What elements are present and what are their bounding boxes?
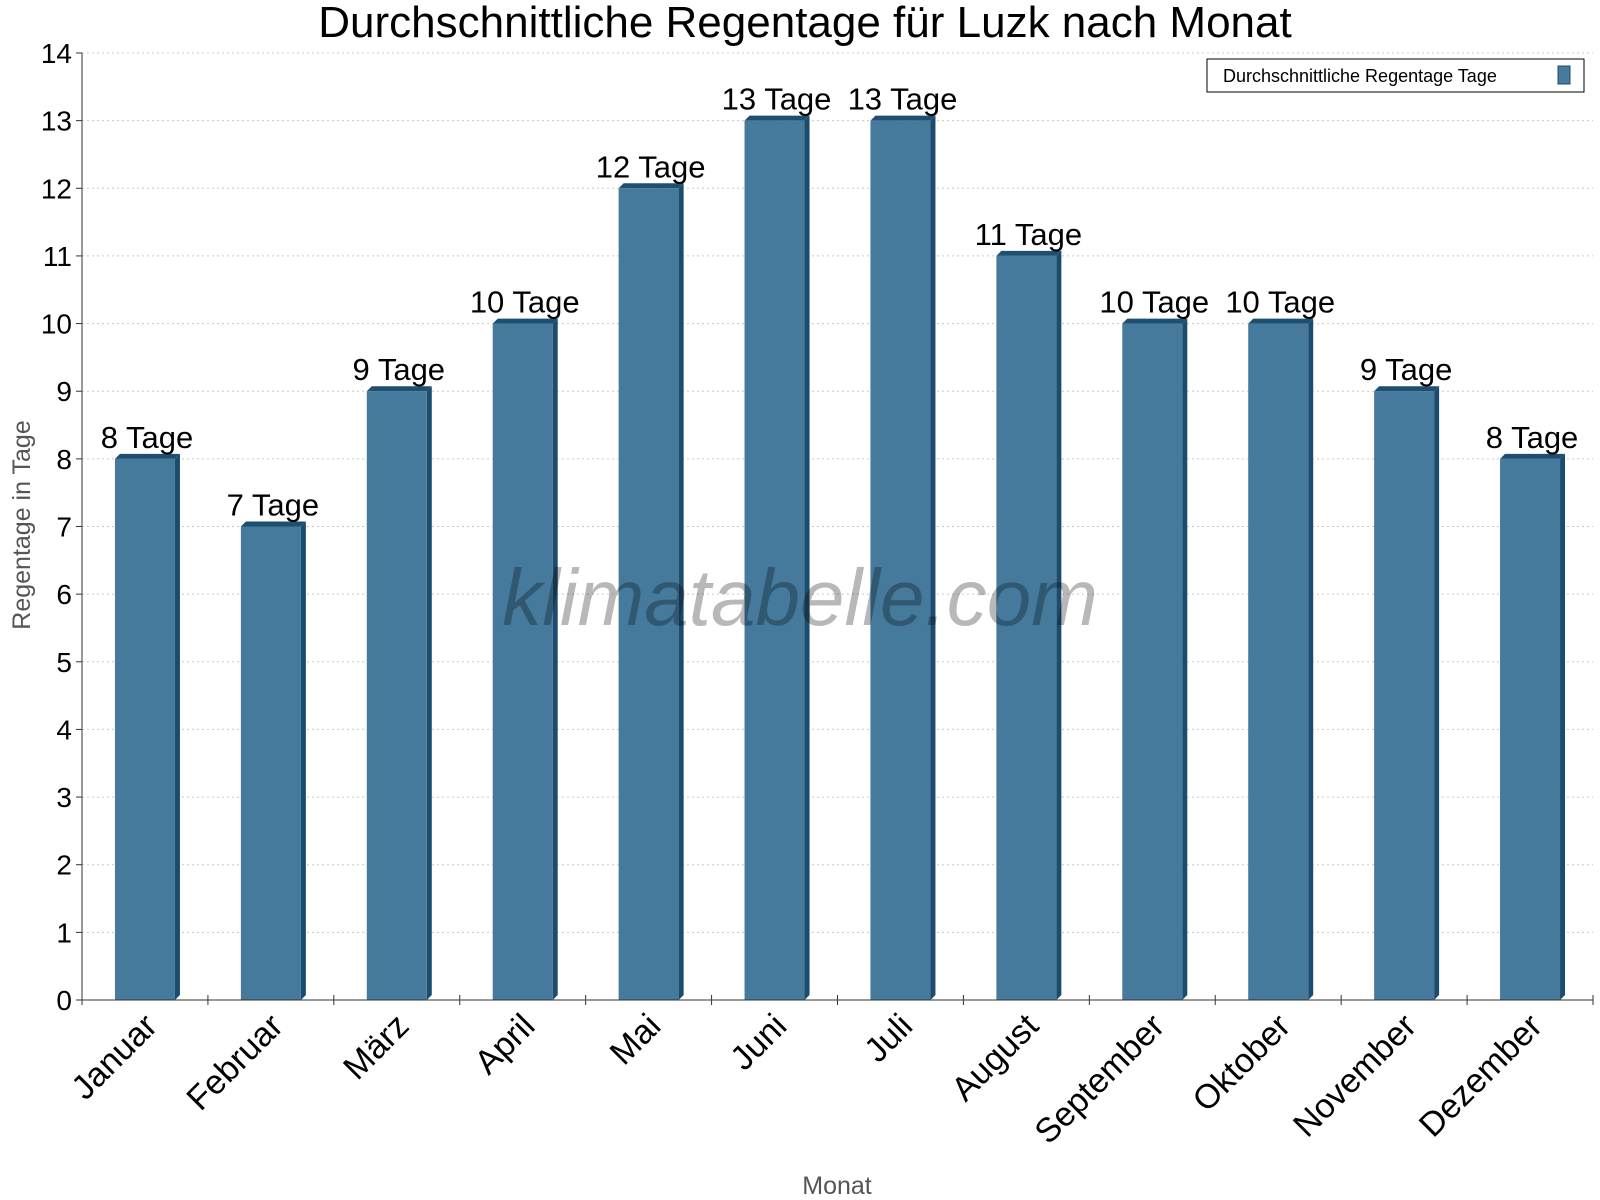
bar-side (930, 115, 936, 1000)
bar-2 (240, 521, 306, 1000)
y-tick-label: 0 (56, 985, 72, 1016)
bar-side (678, 183, 684, 1001)
x-tick-label: September (1027, 1007, 1171, 1151)
bar-front (1374, 391, 1435, 1000)
bar-3 (366, 386, 432, 1000)
bar-12 (1500, 453, 1566, 1000)
chart-title: Durchschnittliche Regentage für Luzk nac… (318, 0, 1291, 47)
data-label: 13 Tage (848, 82, 958, 117)
data-label: 8 Tage (1486, 420, 1579, 455)
bar-4 (492, 318, 558, 1001)
x-tick-label: Mai (603, 1007, 669, 1073)
watermark: klimatabelle.com (502, 553, 1098, 642)
bar-top (240, 521, 306, 527)
bar-top (1500, 453, 1566, 459)
bar-side (1308, 318, 1314, 1001)
bar-side (300, 521, 306, 1000)
y-tick-label: 2 (56, 850, 72, 881)
bar-top (870, 115, 936, 121)
bar-front (744, 120, 805, 1000)
bar-top (996, 250, 1062, 256)
bar-side (1056, 250, 1062, 1000)
x-tick-label: April (467, 1007, 542, 1082)
x-tick-label: Oktober (1185, 1007, 1297, 1119)
bar-side (1434, 386, 1440, 1000)
bar-top (618, 183, 684, 189)
bar-top (1248, 318, 1314, 324)
y-tick-label: 11 (43, 241, 72, 272)
y-tick-label: 3 (56, 782, 72, 813)
data-label: 10 Tage (1099, 285, 1209, 320)
bar-top (744, 115, 810, 121)
data-label: 10 Tage (1225, 285, 1335, 320)
x-tick-label: Juli (857, 1007, 920, 1070)
bar-side (552, 318, 558, 1001)
bar-1 (114, 453, 180, 1000)
x-tick-label: November (1286, 1007, 1424, 1145)
y-axis-label: Regentage in Tage (8, 420, 36, 629)
x-tick-label: März (336, 1007, 416, 1087)
y-tick-label: 14 (41, 38, 72, 69)
bar-9 (1122, 318, 1188, 1001)
y-tick-label: 8 (56, 444, 72, 475)
bar-side (426, 386, 432, 1000)
y-tick-label: 7 (56, 512, 72, 543)
grid (82, 52, 1593, 933)
bar-top (114, 453, 180, 459)
bar-7 (870, 115, 936, 1000)
bar-front (618, 188, 679, 1001)
bar-side (174, 453, 180, 1000)
legend-box (1206, 58, 1585, 93)
legend-entry: Durchschnittliche Regentage Tage (1223, 66, 1497, 86)
data-label: 11 Tage (975, 217, 1082, 252)
bar-top (1374, 386, 1440, 392)
bar-front (1122, 323, 1183, 1001)
data-label: 9 Tage (1360, 352, 1453, 387)
x-axis-label: Monat (802, 1172, 872, 1200)
bar-side (1560, 453, 1566, 1000)
data-labels: 8 Tage 7 Tage 9 Tage 10 Tage 12 Tage 13 Tage 1… (101, 82, 1579, 523)
bar-side (1182, 318, 1188, 1001)
bar-front (366, 391, 427, 1000)
bar-top (366, 386, 432, 392)
y-tick-label: 10 (41, 309, 72, 340)
bar-6 (744, 115, 810, 1000)
bar-side (804, 115, 810, 1000)
y-tick-label: 13 (41, 106, 72, 137)
legend-swatch (1557, 65, 1571, 85)
y-tick-label: 5 (56, 647, 72, 678)
bar-front (114, 458, 175, 1000)
bar-10 (1248, 318, 1314, 1001)
y-tick-label: 4 (56, 714, 72, 745)
data-label: 7 Tage (227, 488, 320, 523)
bar-front (1500, 458, 1561, 1000)
data-label: 12 Tage (596, 149, 706, 184)
x-tick-label: Februar (179, 1007, 290, 1118)
bar-front (240, 526, 301, 1000)
bar-front (492, 323, 553, 1001)
x-tick-label: Juni (723, 1007, 794, 1078)
y-tick-label: 6 (56, 579, 72, 610)
bar-8 (996, 250, 1062, 1000)
y-tick-label: 12 (41, 173, 72, 204)
y-tick-label: 9 (56, 376, 72, 407)
bar-5 (618, 183, 684, 1001)
data-label: 9 Tage (353, 352, 446, 387)
y-tick-label: 1 (56, 917, 72, 948)
x-tick-label: Januar (64, 1007, 164, 1107)
data-label: 8 Tage (101, 420, 194, 455)
data-label: 13 Tage (722, 82, 832, 117)
bar-top (492, 318, 558, 324)
bar-front (1248, 323, 1309, 1001)
x-tick-label: Dezember (1412, 1007, 1550, 1145)
bar-11 (1374, 386, 1440, 1000)
data-label: 10 Tage (470, 285, 580, 320)
x-tick-label: August (944, 1006, 1046, 1108)
bar-front (870, 120, 931, 1000)
legend: Durchschnittliche Regentage Tage (1206, 58, 1585, 93)
bars (114, 115, 1566, 1001)
bar-front (996, 255, 1057, 1000)
bar-top (1122, 318, 1188, 324)
